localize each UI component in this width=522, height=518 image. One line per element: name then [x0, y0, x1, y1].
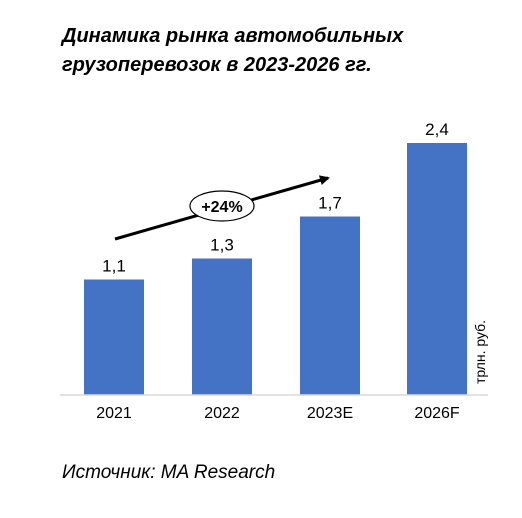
- growth-label: +24%: [201, 199, 242, 216]
- category-label-2021: 2021: [96, 405, 132, 422]
- value-labels-group: 1,1 1,3 1,7 2,4: [102, 120, 449, 276]
- source-note: Источник: MA Research: [62, 462, 276, 483]
- category-label-2022: 2022: [204, 405, 240, 422]
- growth-annotation: +24%: [114, 175, 330, 241]
- title-line-1: Динамика рынка автомобильных: [62, 25, 404, 47]
- bar-2023e: [300, 216, 360, 395]
- chart-title: Динамика рынка автомобильных грузоперево…: [62, 22, 502, 80]
- bar-2026f: [407, 143, 467, 395]
- title-line-2: грузоперевозок в 2023-2026 гг.: [62, 54, 372, 76]
- value-label-2023e: 1,7: [318, 194, 342, 213]
- value-label-2022: 1,3: [210, 236, 234, 255]
- value-label-2021: 1,1: [102, 257, 126, 276]
- value-label-2026f: 2,4: [425, 120, 449, 139]
- y-axis-label: трлн. руб.: [472, 320, 488, 384]
- bar-2022: [192, 258, 252, 395]
- category-label-2026f: 2026F: [414, 405, 460, 422]
- category-label-2023e: 2023E: [307, 405, 353, 422]
- bars-group: [84, 143, 467, 395]
- bar-2021: [84, 279, 144, 395]
- growth-ellipse: [189, 190, 255, 222]
- category-labels-group: 2021 2022 2023E 2026F: [96, 405, 460, 422]
